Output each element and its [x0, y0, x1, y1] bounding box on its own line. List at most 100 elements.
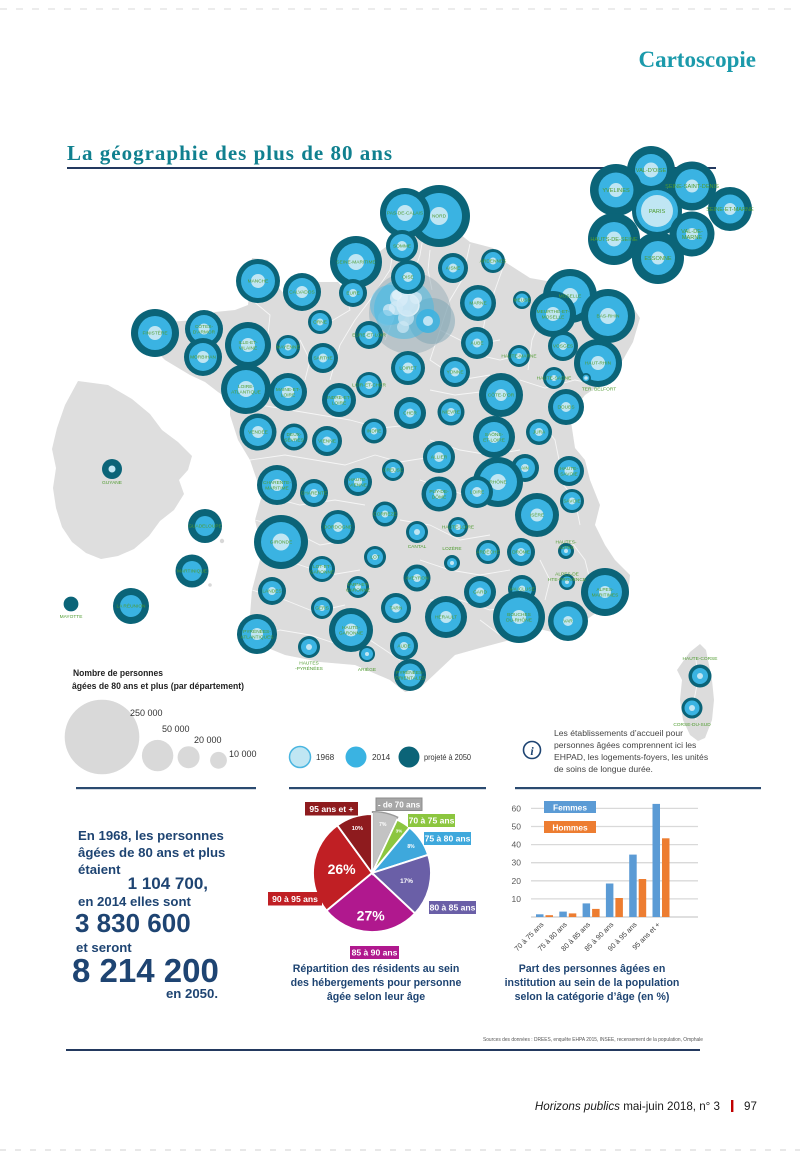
svg-text:250 000: 250 000 [130, 708, 163, 718]
svg-text:de soins de longue durée.: de soins de longue durée. [554, 764, 653, 774]
svg-text:TARN: TARN [390, 606, 403, 612]
svg-text:GARD: GARD [473, 590, 487, 596]
svg-text:AUDE: AUDE [397, 644, 410, 650]
svg-text:SÈVRES: SÈVRES [284, 436, 303, 443]
svg-text:SOMME: SOMME [393, 244, 411, 250]
svg-text:En 1968, les personnes: En 1968, les personnes [78, 828, 224, 843]
svg-text:GUYANE: GUYANE [102, 480, 122, 486]
svg-text:HAUT-RHIN: HAUT-RHIN [585, 361, 612, 367]
svg-text:GUADELOUPE: GUADELOUPE [188, 524, 221, 530]
svg-text:GIRONDE: GIRONDE [270, 540, 292, 546]
svg-text:SEINE-ET-MARNE: SEINE-ET-MARNE [706, 207, 754, 213]
svg-text:50 000: 50 000 [162, 724, 190, 734]
svg-text:VOSGES: VOSGES [553, 344, 573, 350]
svg-text:27%: 27% [357, 907, 386, 923]
svg-text:Cartoscopie: Cartoscopie [638, 47, 756, 72]
svg-text:ORIENTALES: ORIENTALES [395, 675, 425, 681]
svg-text:80 à 85 ans: 80 à 85 ans [430, 903, 476, 913]
svg-text:PARIS: PARIS [649, 209, 666, 215]
svg-text:ALPES: ALPES [558, 545, 573, 551]
svg-text:60: 60 [512, 803, 522, 813]
svg-text:7%: 7% [379, 822, 387, 828]
svg-text:âgées de 80 ans et plus (par d: âgées de 80 ans et plus (par département… [72, 680, 244, 691]
svg-text:DÔME: DÔME [432, 493, 446, 500]
svg-text:SEINE-SAINT-DENIS: SEINE-SAINT-DENIS [665, 184, 719, 190]
svg-text:MARITIMES: MARITIMES [592, 592, 619, 598]
svg-text:AIN: AIN [521, 466, 530, 472]
svg-text:DEUX-: DEUX- [287, 432, 302, 438]
svg-text:TARN-ET-: TARN-ET- [347, 582, 369, 588]
svg-text:GARONNE: GARONNE [346, 587, 370, 593]
svg-text:Horizons publics mai-juin 2018: Horizons publics mai-juin 2018, n° 3 [535, 1100, 720, 1113]
svg-text:HAUTE-LOIRE: HAUTE-LOIRE [442, 525, 474, 531]
svg-text:10: 10 [512, 894, 522, 904]
svg-text:selon la catégorie d’âge (en %: selon la catégorie d’âge (en %) [515, 991, 670, 1003]
svg-text:TER. BELFORT: TER. BELFORT [582, 387, 616, 393]
svg-text:PYRÉNÉES-: PYRÉNÉES- [396, 669, 424, 676]
svg-text:ET-LOIRE: ET-LOIRE [483, 437, 505, 443]
svg-text:CANTAL: CANTAL [408, 544, 427, 550]
svg-text:Femmes: Femmes [553, 803, 587, 813]
svg-text:étaient: étaient [78, 862, 121, 877]
svg-text:EURE-ET-LOIR: EURE-ET-LOIR [352, 333, 386, 339]
svg-text:INDRE: INDRE [367, 429, 382, 435]
svg-text:YVELINES: YVELINES [602, 188, 630, 194]
svg-text:- de 70 ans: - de 70 ans [378, 800, 421, 809]
svg-text:LOIRE: LOIRE [281, 392, 295, 398]
svg-text:YONNE: YONNE [446, 370, 463, 376]
svg-text:3 830 600: 3 830 600 [75, 908, 191, 938]
svg-text:projeté à 2050: projeté à 2050 [424, 753, 471, 762]
svg-text:VILAINE: VILAINE [239, 345, 257, 351]
svg-text:17%: 17% [400, 878, 413, 885]
svg-text:INDRE-ET-: INDRE-ET- [327, 395, 351, 401]
svg-text:RHÔNE: RHÔNE [489, 479, 506, 486]
svg-text:MAYOTTE: MAYOTTE [60, 614, 83, 620]
svg-text:D'ARMOR: D'ARMOR [193, 329, 216, 335]
svg-text:MANCHE: MANCHE [248, 279, 269, 285]
svg-text:NORD: NORD [432, 214, 447, 220]
svg-text:VAR: VAR [563, 619, 573, 625]
svg-text:ARIÈGE: ARIÈGE [358, 666, 376, 673]
svg-text:HAUTE-SAONE: HAUTE-SAONE [537, 376, 572, 382]
svg-text:CALVADOS: CALVADOS [289, 290, 314, 296]
svg-text:GERS: GERS [315, 606, 329, 612]
svg-text:LOIRE: LOIRE [470, 490, 484, 496]
svg-text:SARTHE: SARTHE [313, 356, 332, 362]
svg-text:2014: 2014 [372, 753, 391, 762]
svg-text:CHER: CHER [403, 411, 417, 417]
svg-text:BOUCHES: BOUCHES [507, 612, 531, 618]
svg-text:âgées de 80 ans et plus: âgées de 80 ans et plus [78, 845, 225, 860]
svg-text:institution au sein de la popu: institution au sein de la population [505, 977, 680, 989]
svg-text:âgée selon leur âge: âgée selon leur âge [327, 991, 425, 1003]
svg-text:ARDENNES: ARDENNES [480, 259, 507, 265]
svg-text:10 000: 10 000 [229, 749, 257, 759]
svg-text:FINISTÈRE: FINISTÈRE [142, 330, 167, 337]
svg-text:8%: 8% [407, 844, 415, 850]
svg-text:VIENNE: VIENNE [349, 482, 367, 488]
svg-text:HAUTE-: HAUTE- [560, 466, 578, 472]
svg-text:en 2050.: en 2050. [166, 986, 218, 1001]
svg-text:Répartition des résidents au s: Répartition des résidents au sein [293, 963, 460, 975]
svg-text:en 2014 elles sont: en 2014 elles sont [78, 894, 191, 909]
svg-text:MOSELLE: MOSELLE [542, 314, 565, 320]
svg-text:EHPAD, les logements-foyers, l: EHPAD, les logements-foyers, les unités [554, 752, 708, 762]
svg-text:-PYRÉNÉES: -PYRÉNÉES [295, 665, 323, 672]
svg-text:1968: 1968 [316, 753, 335, 762]
svg-text:ISÈRE: ISÈRE [530, 512, 544, 519]
svg-text:LOIRE-: LOIRE- [238, 384, 254, 390]
svg-text:Nombre de personnes: Nombre de personnes [73, 667, 163, 678]
svg-text:GARONNE: GARONNE [339, 630, 363, 636]
svg-text:BAS-RHIN: BAS-RHIN [597, 314, 620, 320]
svg-text:HAUTE-CORSE: HAUTE-CORSE [683, 656, 718, 662]
svg-text:MORBIHAN: MORBIHAN [190, 355, 216, 361]
svg-text:CORSE-DU-SUD: CORSE-DU-SUD [673, 722, 711, 728]
svg-text:LOT: LOT [370, 555, 379, 561]
svg-text:et seront: et seront [76, 940, 132, 955]
svg-text:i: i [530, 744, 534, 758]
svg-text:HTE-PROVENCE: HTE-PROVENCE [548, 577, 586, 583]
svg-text:HAUTE-: HAUTE- [349, 477, 367, 483]
svg-text:LOT-ET-: LOT-ET- [313, 564, 332, 570]
svg-text:PUY-DE-: PUY-DE- [429, 489, 449, 495]
svg-text:HAUTS-DE-SEINE: HAUTS-DE-SEINE [590, 237, 638, 243]
svg-text:1 104 700,: 1 104 700, [128, 874, 208, 893]
